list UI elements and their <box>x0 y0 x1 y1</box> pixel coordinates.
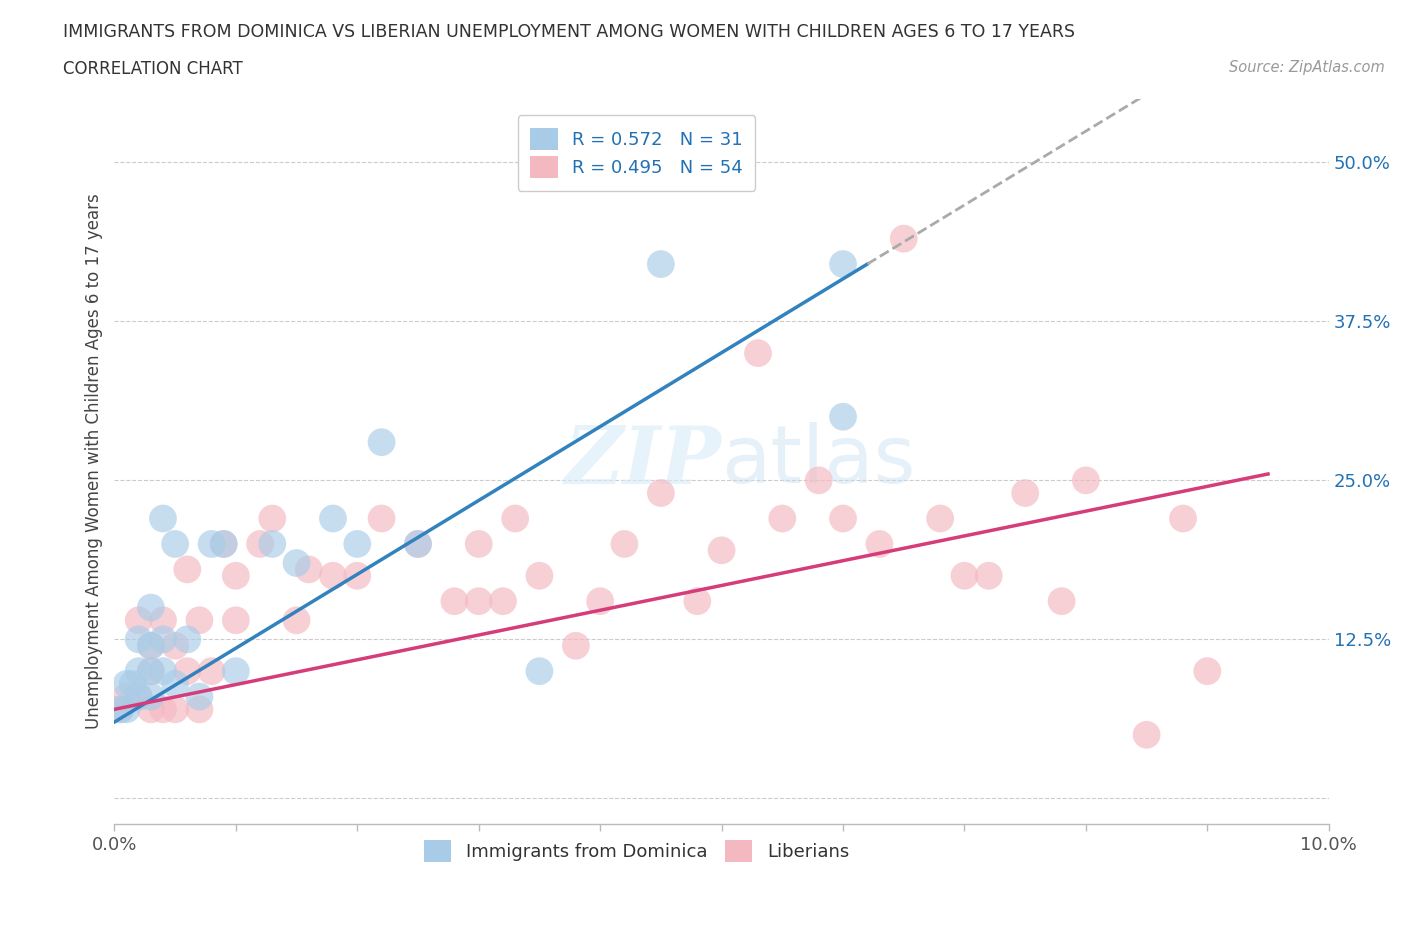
Point <box>1197 664 1219 679</box>
Point <box>770 512 793 526</box>
Point <box>200 664 222 679</box>
Point <box>1136 727 1159 742</box>
Point <box>467 537 489 551</box>
Point <box>529 664 551 679</box>
Point <box>406 537 429 551</box>
Point <box>139 638 162 653</box>
Point <box>165 702 187 717</box>
Point <box>285 613 308 628</box>
Point <box>139 664 162 679</box>
Point <box>152 631 174 646</box>
Point <box>139 664 162 679</box>
Point <box>139 702 162 717</box>
Point <box>128 689 150 704</box>
Point <box>1050 593 1073 608</box>
Point <box>139 600 162 615</box>
Legend: Immigrants from Dominica, Liberians: Immigrants from Dominica, Liberians <box>418 832 856 870</box>
Point <box>370 512 392 526</box>
Point <box>589 593 612 608</box>
Point <box>565 638 588 653</box>
Point <box>322 512 344 526</box>
Point <box>115 702 138 717</box>
Point <box>370 434 392 449</box>
Point <box>212 537 235 551</box>
Point <box>188 689 211 704</box>
Point <box>225 568 247 583</box>
Point <box>139 638 162 653</box>
Point <box>188 702 211 717</box>
Point <box>832 409 855 424</box>
Point <box>152 512 174 526</box>
Point <box>176 562 198 577</box>
Point <box>869 537 891 551</box>
Point <box>650 485 672 500</box>
Point <box>893 232 915 246</box>
Point <box>346 568 368 583</box>
Point <box>110 702 132 717</box>
Point <box>710 543 733 558</box>
Point <box>188 613 211 628</box>
Point <box>176 664 198 679</box>
Point <box>1074 472 1097 487</box>
Point <box>832 512 855 526</box>
Point <box>832 257 855 272</box>
Point <box>110 702 132 717</box>
Point <box>200 537 222 551</box>
Point <box>503 512 526 526</box>
Y-axis label: Unemployment Among Women with Children Ages 6 to 17 years: Unemployment Among Women with Children A… <box>86 193 103 729</box>
Point <box>650 257 672 272</box>
Point <box>152 702 174 717</box>
Point <box>249 537 271 551</box>
Point <box>212 537 235 551</box>
Point <box>128 689 150 704</box>
Point <box>262 512 284 526</box>
Point <box>443 593 465 608</box>
Point <box>807 472 830 487</box>
Point <box>152 613 174 628</box>
Point <box>747 346 769 361</box>
Point <box>139 689 162 704</box>
Point <box>686 593 709 608</box>
Text: atlas: atlas <box>721 422 915 500</box>
Point <box>977 568 1000 583</box>
Point <box>128 664 150 679</box>
Text: Source: ZipAtlas.com: Source: ZipAtlas.com <box>1229 60 1385 75</box>
Point <box>165 676 187 691</box>
Point <box>121 676 143 691</box>
Point <box>1171 512 1194 526</box>
Text: CORRELATION CHART: CORRELATION CHART <box>63 60 243 78</box>
Point <box>953 568 976 583</box>
Text: IMMIGRANTS FROM DOMINICA VS LIBERIAN UNEMPLOYMENT AMONG WOMEN WITH CHILDREN AGES: IMMIGRANTS FROM DOMINICA VS LIBERIAN UNE… <box>63 23 1076 41</box>
Point <box>262 537 284 551</box>
Point <box>285 555 308 570</box>
Point <box>346 537 368 551</box>
Point <box>529 568 551 583</box>
Point <box>225 613 247 628</box>
Point <box>152 664 174 679</box>
Point <box>467 593 489 608</box>
Point <box>165 638 187 653</box>
Point <box>128 613 150 628</box>
Point <box>1014 485 1036 500</box>
Point <box>165 537 187 551</box>
Point <box>322 568 344 583</box>
Point <box>492 593 515 608</box>
Point <box>115 689 138 704</box>
Point <box>298 562 321 577</box>
Point <box>929 512 952 526</box>
Point <box>128 631 150 646</box>
Point <box>225 664 247 679</box>
Text: ZIP: ZIP <box>565 422 721 500</box>
Point <box>115 676 138 691</box>
Point <box>613 537 636 551</box>
Point <box>176 631 198 646</box>
Point <box>406 537 429 551</box>
